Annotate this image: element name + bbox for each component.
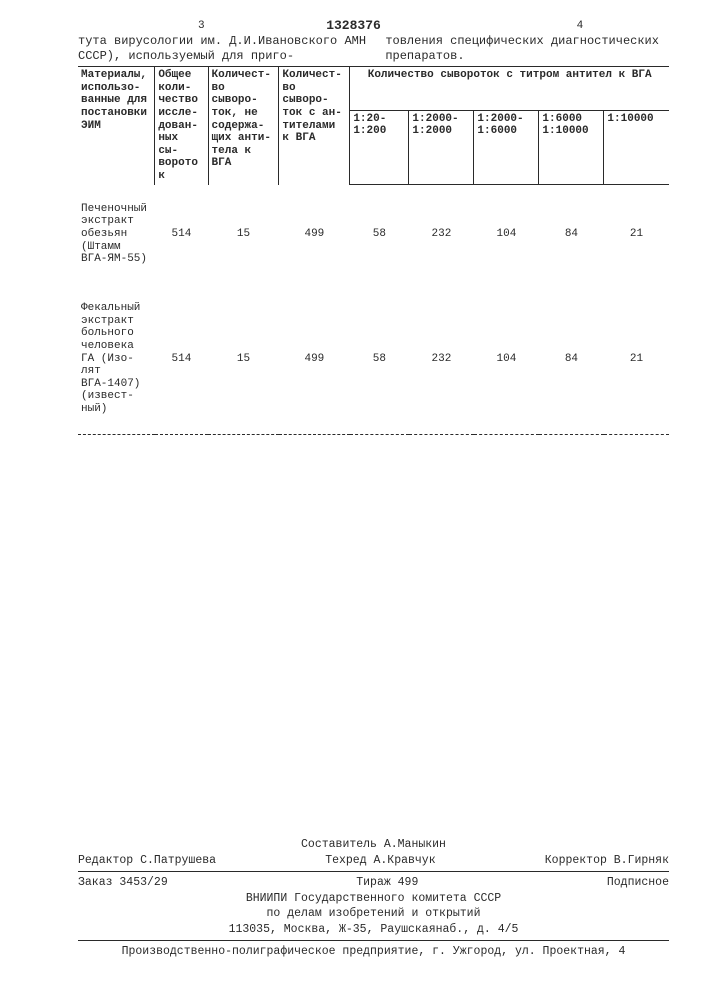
order-line: Заказ 3453/29 Тираж 499 Подписное xyxy=(78,875,669,891)
document-number: 1328376 xyxy=(0,18,707,33)
row-label: Печеночный экстракт обезьян (Штамм ВГА-Я… xyxy=(78,185,155,284)
th-total: Общее коли-чество иссле-дован-ных сы-вор… xyxy=(155,67,208,185)
th-t3: 1:2000-1:6000 xyxy=(474,110,539,185)
th-t5: 1:10000 xyxy=(604,110,669,185)
address-1: 113035, Москва, Ж-35, Раушскаянаб., д. 4… xyxy=(78,922,669,938)
th-no-antibodies: Количест-во сыворо-ток, не содержа-щих а… xyxy=(208,67,279,185)
org-line-2: по делам изобретений и открытий xyxy=(78,906,669,922)
cell: 104 xyxy=(474,185,539,284)
cell: 15 xyxy=(208,185,279,284)
signature: Подписное xyxy=(607,875,669,891)
cell: 232 xyxy=(409,284,474,434)
cell: 514 xyxy=(155,284,208,434)
top-text-right: товления специфических диагностических п… xyxy=(385,34,669,64)
tech-editor: Техред А.Кравчук xyxy=(325,853,435,869)
table-row: Печеночный экстракт обезьян (Штамм ВГА-Я… xyxy=(78,185,669,284)
corrector: Корректор В.Гирняк xyxy=(545,853,669,869)
cell: 15 xyxy=(208,284,279,434)
row-label: Фекальный экстракт больного человека ГА … xyxy=(78,284,155,434)
tirage: Тираж 499 xyxy=(356,875,418,891)
th-t4: 1:6000 1:10000 xyxy=(539,110,604,185)
th-t1: 1:20-1:200 xyxy=(350,110,409,185)
th-t2: 1:2000-1:2000 xyxy=(409,110,474,185)
top-paragraph: тута вирусологии им. Д.И.Ивановского АМН… xyxy=(78,34,669,64)
order-no: Заказ 3453/29 xyxy=(78,875,168,891)
document-page: 1328376 3 4 тута вирусологии им. Д.И.Ива… xyxy=(0,0,707,1000)
cell: 84 xyxy=(539,284,604,434)
th-titer-group: Количество сывороток с титром антител к … xyxy=(350,67,669,111)
footer-block: Составитель А.Маныкин Редактор С.Патруше… xyxy=(78,837,669,960)
divider xyxy=(78,940,669,941)
cell: 499 xyxy=(279,284,350,434)
cell: 21 xyxy=(604,284,669,434)
editor: Редактор С.Патрушева xyxy=(78,853,216,869)
top-text-left: тута вирусологии им. Д.И.Ивановского АМН… xyxy=(78,34,385,64)
th-materials: Материалы, использо-ванные для постановк… xyxy=(78,67,155,185)
credits-line: Редактор С.Патрушева Техред А.Кравчук Ко… xyxy=(78,853,669,869)
data-table: Материалы, использо-ванные для постановк… xyxy=(78,66,669,435)
cell: 514 xyxy=(155,185,208,284)
th-with-antibodies: Количест-во сыворо-ток с ан-тителами к В… xyxy=(279,67,350,185)
cell: 232 xyxy=(409,185,474,284)
cell: 499 xyxy=(279,185,350,284)
cell: 58 xyxy=(350,185,409,284)
cell: 58 xyxy=(350,284,409,434)
cell: 21 xyxy=(604,185,669,284)
divider xyxy=(78,871,669,872)
cell: 104 xyxy=(474,284,539,434)
compiler-line: Составитель А.Маныкин xyxy=(78,837,669,853)
org-line-1: ВНИИПИ Государственного комитета СССР xyxy=(78,891,669,907)
table-row: Фекальный экстракт больного человека ГА … xyxy=(78,284,669,434)
address-2: Производственно-полиграфическое предприя… xyxy=(78,944,669,960)
cell: 84 xyxy=(539,185,604,284)
